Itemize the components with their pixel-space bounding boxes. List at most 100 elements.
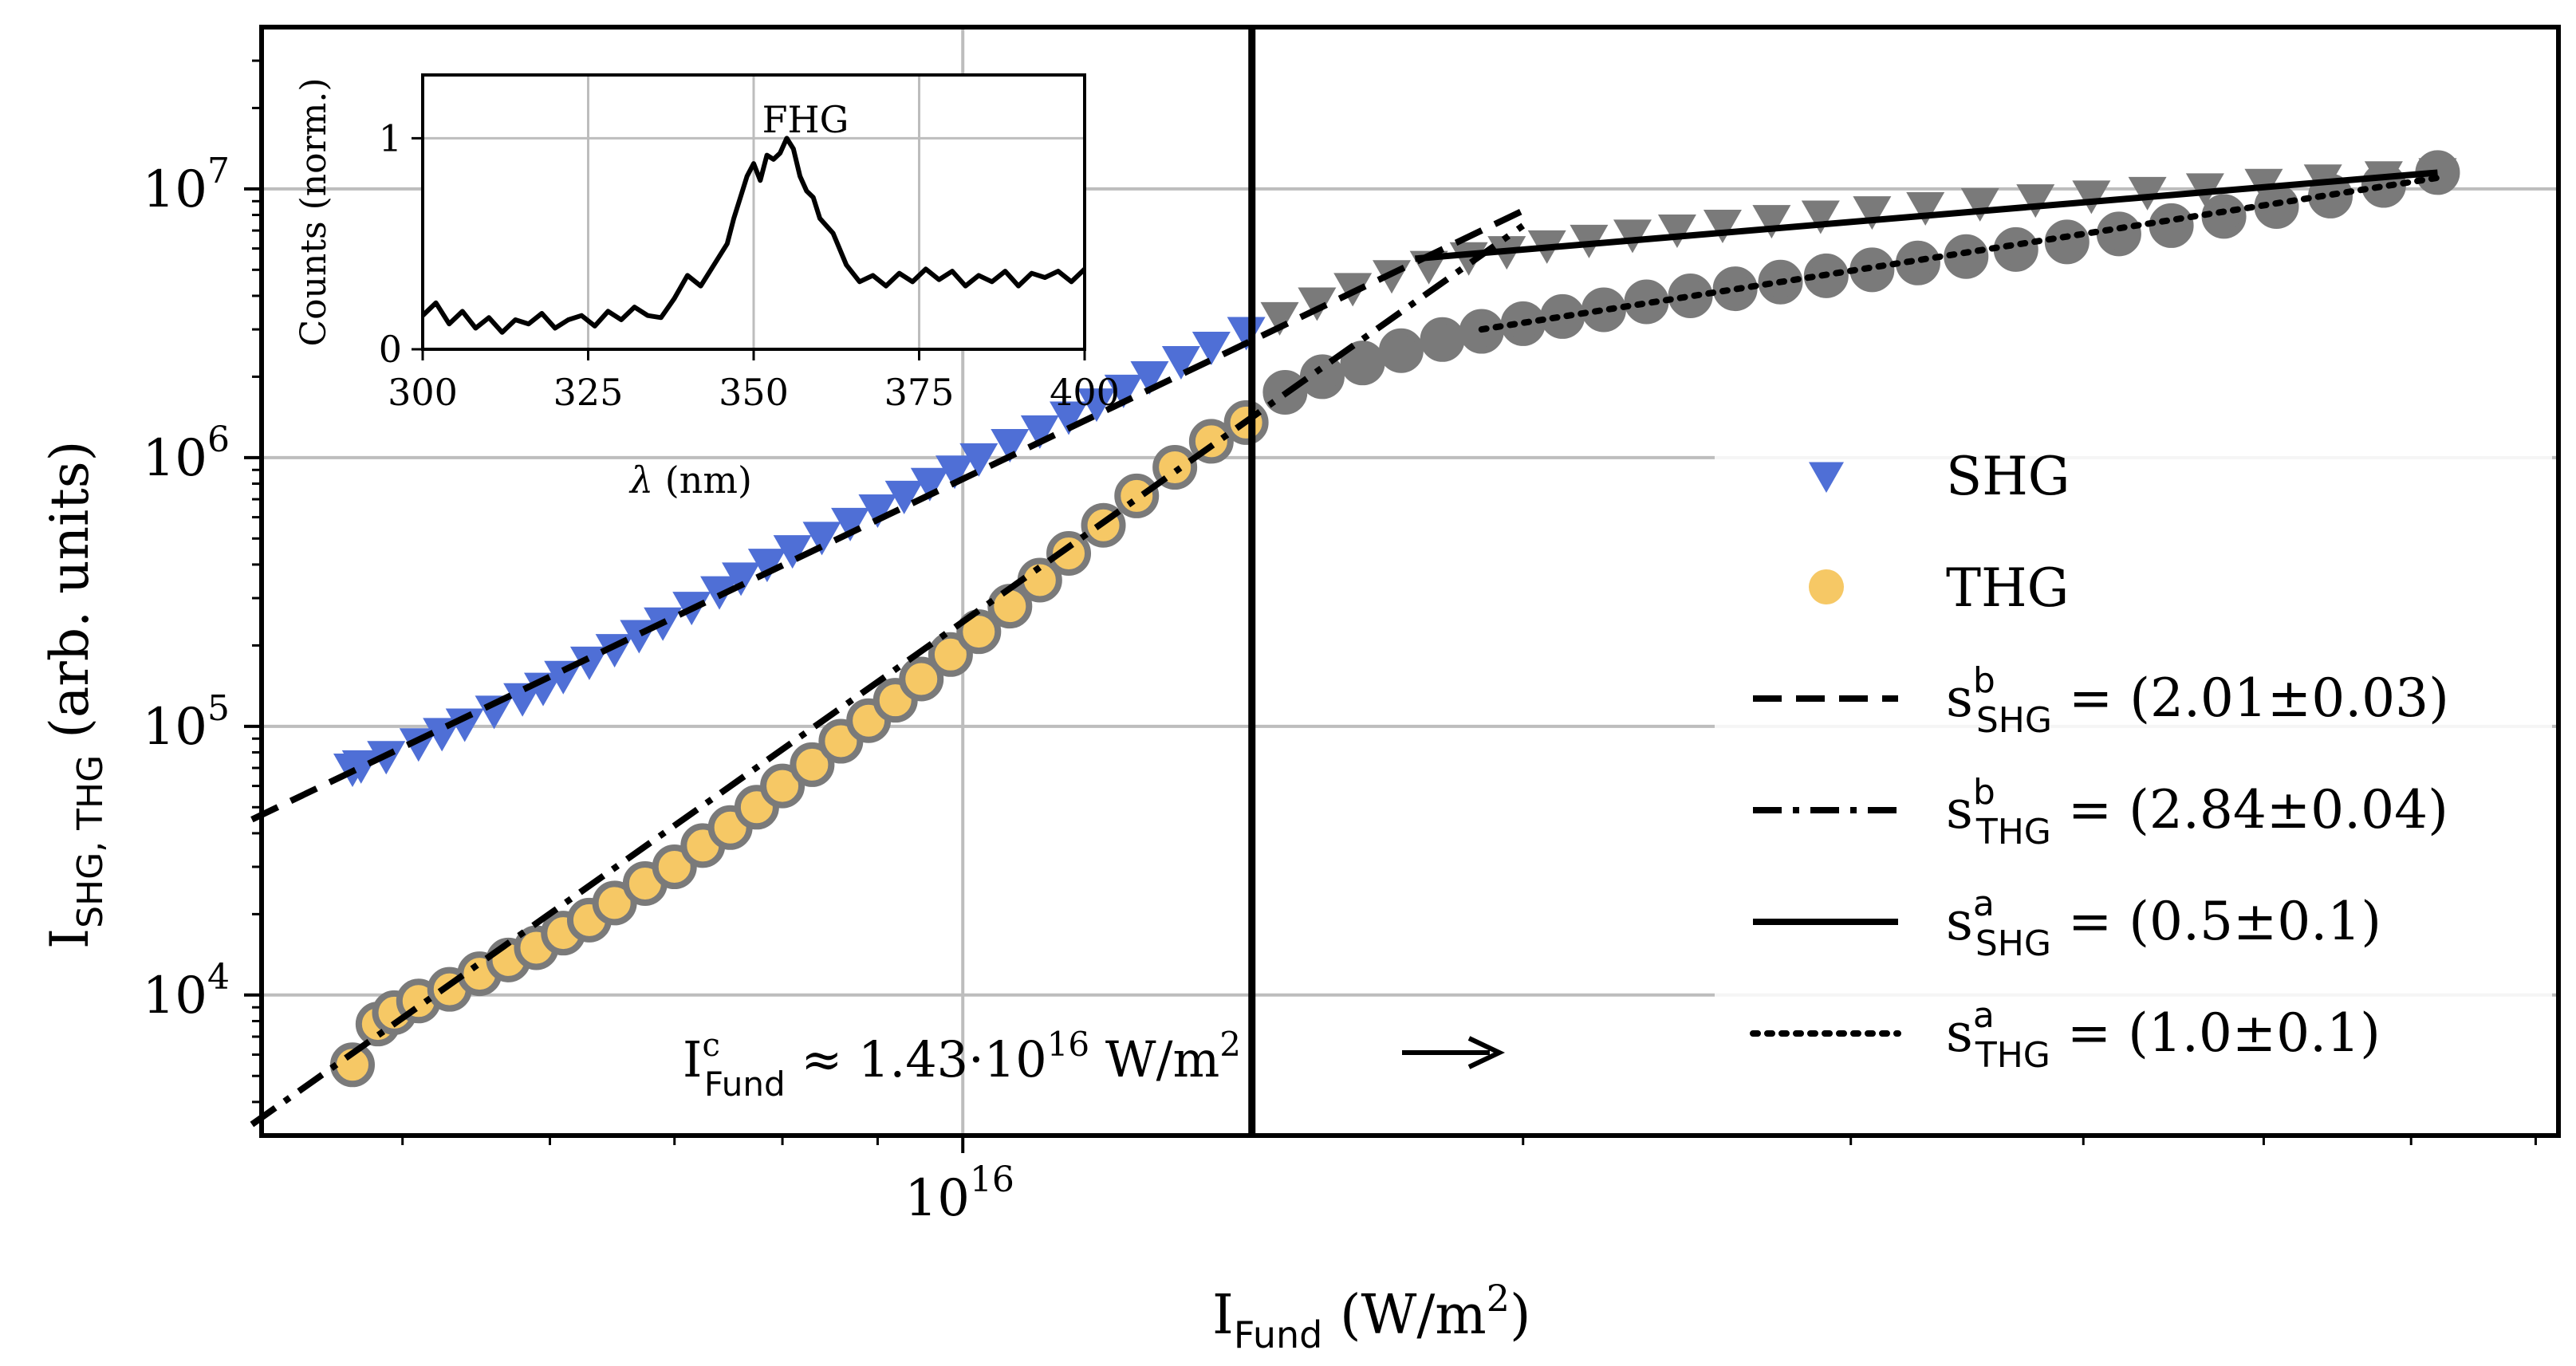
- shg-point: [1260, 301, 1299, 336]
- shg-point: [1161, 345, 1200, 380]
- thg-point: [2096, 211, 2141, 257]
- inset-title: FHG: [762, 98, 849, 141]
- thg-point: [1849, 247, 1895, 293]
- fit-lines: [250, 169, 2441, 1128]
- thg-point: [760, 763, 805, 809]
- shg-point: [1077, 388, 1116, 423]
- shg-point: [831, 507, 870, 541]
- legend-label: sb THG = (2.84±0.04): [1946, 772, 2448, 852]
- thg-point: [592, 880, 637, 926]
- shg-point: [569, 646, 609, 680]
- shg-point: [1227, 317, 1266, 351]
- x-axis-label-end: ): [1510, 1284, 1531, 1347]
- shg-point: [1752, 205, 1791, 239]
- legend-entry-s_SHG_b: sb SHG = (2.01±0.03): [1753, 660, 2449, 741]
- legend-label: SHG: [1946, 446, 2070, 507]
- shg-point: [959, 443, 998, 477]
- x-axis-label-rest: (W/m: [1322, 1284, 1486, 1347]
- x-axis-label-base: I: [1212, 1284, 1234, 1347]
- legend-entry-THG: THG: [1809, 557, 2069, 619]
- shg-point: [1801, 200, 1840, 234]
- legend-label: sa THG = (1.0±0.1): [1946, 995, 2381, 1076]
- thg-point: [1624, 279, 1669, 325]
- legend-marker: [1809, 462, 1844, 493]
- inset-y-tick-label: 1: [379, 116, 402, 159]
- y-tick-label: 106: [143, 419, 230, 488]
- inset-x-tick-label: 350: [719, 371, 789, 414]
- shg-point: [1020, 415, 1059, 449]
- thg-point: [1420, 317, 1465, 362]
- fit-line-s_THG_a: [1478, 174, 2441, 333]
- threshold-annotation: Ic Fund ≈ 1.43·1016 W/m2: [683, 1025, 1506, 1104]
- thg-point: [790, 742, 835, 787]
- y-axis-label-sub: SHG, THG: [70, 755, 111, 928]
- legend-label: sa SHG = (0.5±0.1): [1946, 884, 2381, 964]
- y-tick-label: 105: [143, 688, 230, 757]
- inset-y-label: Counts (norm.): [293, 78, 334, 347]
- y-axis-label-base: I: [39, 928, 100, 949]
- inset-x-tick-label: 300: [388, 371, 458, 414]
- y-tick-label: 107: [143, 151, 230, 219]
- shg-point: [1703, 209, 1742, 243]
- shg-point: [1906, 191, 1945, 226]
- x-axis-label: IFund (W/m2): [1212, 1277, 1531, 1356]
- thg-point: [928, 632, 973, 677]
- threshold-label-unit-exp: 2: [1219, 1025, 1241, 1064]
- inset-x-label-sym: λ: [628, 459, 653, 502]
- threshold-label-sup: c: [703, 1027, 720, 1064]
- y-axis-label-rest: (arb. units): [39, 441, 100, 755]
- inset-x-label-rest: (nm): [653, 459, 752, 502]
- shg-point: [445, 708, 484, 742]
- shg-point: [858, 494, 897, 529]
- y-tick-label: 104: [143, 957, 230, 1025]
- shg-point: [773, 535, 812, 569]
- threshold-label-exp: 16: [1047, 1025, 1089, 1064]
- threshold-label-base: I: [683, 1030, 703, 1088]
- shg-point: [722, 562, 761, 596]
- shg-point: [2128, 176, 2167, 211]
- shg-point: [935, 455, 975, 490]
- shg-point: [1298, 287, 1337, 321]
- shg-point: [475, 695, 514, 730]
- data-points: [329, 150, 2460, 1088]
- inset-y-tick-label: 0: [379, 328, 402, 371]
- shg-point: [1104, 374, 1143, 408]
- shg-point: [991, 428, 1030, 463]
- y-axis-label: ISHG, THG (arb. units): [39, 441, 111, 949]
- fit-line-s_SHG_a: [1415, 169, 2438, 262]
- inset-x-tick-label: 375: [884, 371, 955, 414]
- thg-point: [1668, 273, 1713, 318]
- thg-point: [1378, 328, 1424, 373]
- legend-entry-s_THG_b: sb THG = (2.84±0.04): [1753, 772, 2448, 852]
- shg-point: [1657, 215, 1696, 249]
- legend: SHG THG sb SHG = (2.01±0.03) sb THG = (2.84±0…: [1715, 421, 2552, 1083]
- thg-point: [1540, 293, 1585, 339]
- main-axes-frame: [259, 25, 2561, 1138]
- thg-point: [1340, 341, 1385, 386]
- legend-label: sb SHG = (2.01±0.03): [1946, 660, 2449, 741]
- shg-point: [1960, 187, 1999, 222]
- inset-x-tick-label: 325: [553, 371, 624, 414]
- shg-point: [2072, 180, 2111, 215]
- shg-point: [1130, 360, 1169, 395]
- thg-point: [1581, 287, 1626, 333]
- fit-line-s_SHG_b: [250, 207, 1525, 823]
- shg-point: [2016, 184, 2055, 218]
- shg-point: [910, 467, 949, 502]
- thg-point: [899, 656, 944, 702]
- legend-label: THG: [1946, 557, 2069, 619]
- thg-point: [2361, 163, 2406, 208]
- thg-point: [2149, 203, 2194, 248]
- shg-point: [1191, 332, 1231, 366]
- inset-ticks: 300 325 350 375 400 0 1: [379, 116, 1120, 414]
- inset-x-label: λ (nm): [628, 459, 752, 502]
- legend-entry-SHG: SHG: [1809, 446, 2070, 507]
- legend-entry-s_SHG_a: sa SHG = (0.5±0.1): [1753, 884, 2381, 964]
- thg-point: [1114, 473, 1160, 518]
- legend-marker: [1809, 569, 1844, 604]
- x-tick-label: 1016: [905, 1159, 1014, 1228]
- shg-point: [802, 522, 841, 556]
- threshold-arrow-head: [1467, 1036, 1506, 1069]
